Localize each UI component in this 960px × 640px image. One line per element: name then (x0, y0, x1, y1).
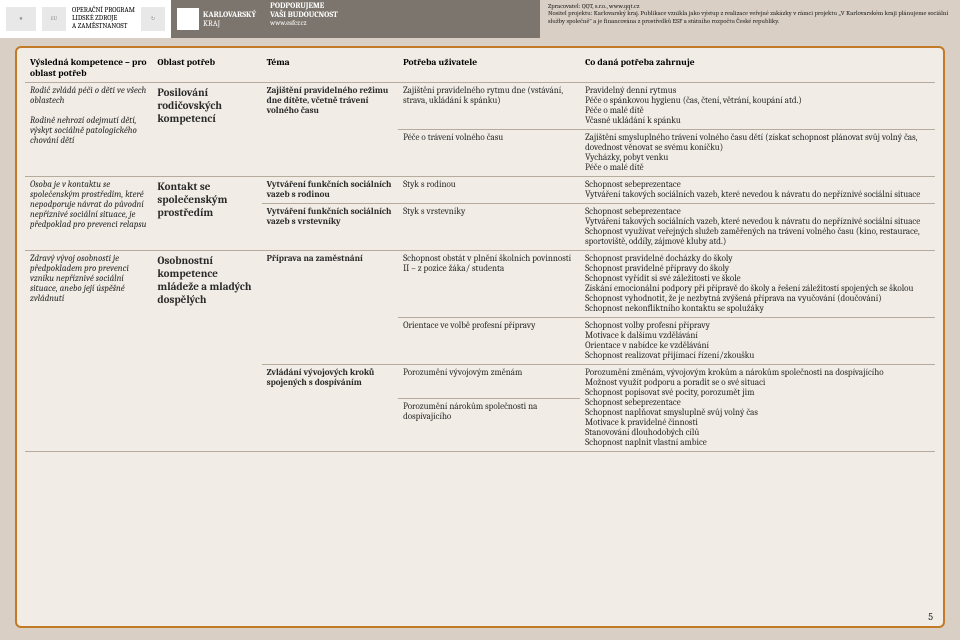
cell-zahrnuje: Schopnost pravidelné docházky do školySc… (580, 251, 935, 318)
program-line: A ZAMĚSTNANOST (72, 23, 135, 31)
esf-logo-icon: ★ (6, 7, 36, 31)
eu-flag-icon: EU (42, 7, 66, 31)
cell-potreba: Schopnost obstát v plnění školních povin… (398, 251, 580, 318)
cell-desc: Zdravý vývoj osobnosti je předpokladem p… (25, 251, 152, 452)
cell-potreba: Porozumění nárokům společnosti na dospív… (398, 398, 580, 451)
cell-zahrnuje: Schopnost sebeprezentaceVytváření takový… (580, 204, 935, 251)
cell-potreba: Porozumění vývojovým změnám (398, 365, 580, 399)
cell-tema: Zajištění pravidelného režimu dne dítěte… (262, 83, 399, 177)
cell-potreba: Orientace ve volbě profesní přípravy (398, 318, 580, 365)
cell-oblast: Kontakt se společenským prostředím (152, 177, 261, 251)
table-header-row: Výsledná kompetence – pro oblast potřeb … (25, 54, 935, 83)
th-tema: Téma (262, 54, 399, 83)
cell-potreba: Zajištění pravidelného rytmu dne (vstává… (398, 83, 580, 130)
cell-zahrnuje: Schopnost sebeprezentaceVytváření takový… (580, 177, 935, 204)
cell-potreba: Péče o trávení volného času (398, 130, 580, 177)
competence-table: Výsledná kompetence – pro oblast potřeb … (25, 54, 935, 452)
program-text: OPERAČNÍ PROGRAM LIDSKÉ ZDROJE A ZAMĚSTN… (72, 7, 135, 30)
page-number: 5 (928, 611, 933, 623)
th-potreba: Potřeba uživatele (398, 54, 580, 83)
cell-tema: Vytváření funkčních sociálních vazeb s r… (262, 177, 399, 204)
meta-block: Zpracovatel: QQT, s.r.o., www.qqt.cz Nos… (540, 0, 960, 38)
cell-zahrnuje: Porozumění změnám, vývojovým krokům a ná… (580, 365, 935, 452)
logo-strip: ★ EU OPERAČNÍ PROGRAM LIDSKÉ ZDROJE A ZA… (0, 0, 171, 38)
cell-tema: Zvládání vývojových kroků spojených s do… (262, 365, 399, 452)
region-name2: KRAJ (203, 19, 256, 28)
region-flag-icon (177, 8, 199, 30)
cell-tema: Vytváření funkčních sociálních vazeb s v… (262, 204, 399, 251)
cell-oblast: Posilování rodičovských kompetencí (152, 83, 261, 177)
cell-zahrnuje: Pravidelný denní rytmusPéče o spánkovou … (580, 83, 935, 130)
th-zahrnuje: Co daná potřeba zahrnuje (580, 54, 935, 83)
header-bar: ★ EU OPERAČNÍ PROGRAM LIDSKÉ ZDROJE A ZA… (0, 0, 960, 38)
cell-zahrnuje: Zajištění smysluplného trávení volného č… (580, 130, 935, 177)
table-row: Zdravý vývoj osobnosti je předpokladem p… (25, 251, 935, 318)
th-oblast: Oblast potřeb (152, 54, 261, 83)
oplzz-icon: ↻ (141, 7, 165, 31)
cell-desc: Rodič zvládá péči o děti ve všech oblast… (25, 83, 152, 177)
meta-line: Nositel projektu: Karlovarský kraj. Publ… (548, 10, 952, 25)
support-block: PODPORUJEME VAŠI BUDOUCNOST www.esfcr.cz (262, 0, 346, 38)
cell-potreba: Styk s vrstevníky (398, 204, 580, 251)
th-kompetence: Výsledná kompetence – pro oblast potřeb (25, 54, 152, 83)
page-frame: Výsledná kompetence – pro oblast potřeb … (15, 46, 945, 628)
region-block: KARLOVARSKÝ KRAJ (171, 0, 262, 38)
cell-oblast: Osobnostní kompetence mládeže a mladých … (152, 251, 261, 452)
support-url: www.esfcr.cz (270, 20, 338, 28)
table-row: Rodič zvládá péči o děti ve všech oblast… (25, 83, 935, 130)
cell-desc: Osoba je v kontaktu se společenským pros… (25, 177, 152, 251)
region-name: KARLOVARSKÝ (203, 10, 256, 19)
cell-tema: Příprava na zaměstnání (262, 251, 399, 365)
cell-potreba: Styk s rodinou (398, 177, 580, 204)
cell-zahrnuje: Schopnost volby profesní přípravyMotivac… (580, 318, 935, 365)
table-row: Osoba je v kontaktu se společenským pros… (25, 177, 935, 204)
